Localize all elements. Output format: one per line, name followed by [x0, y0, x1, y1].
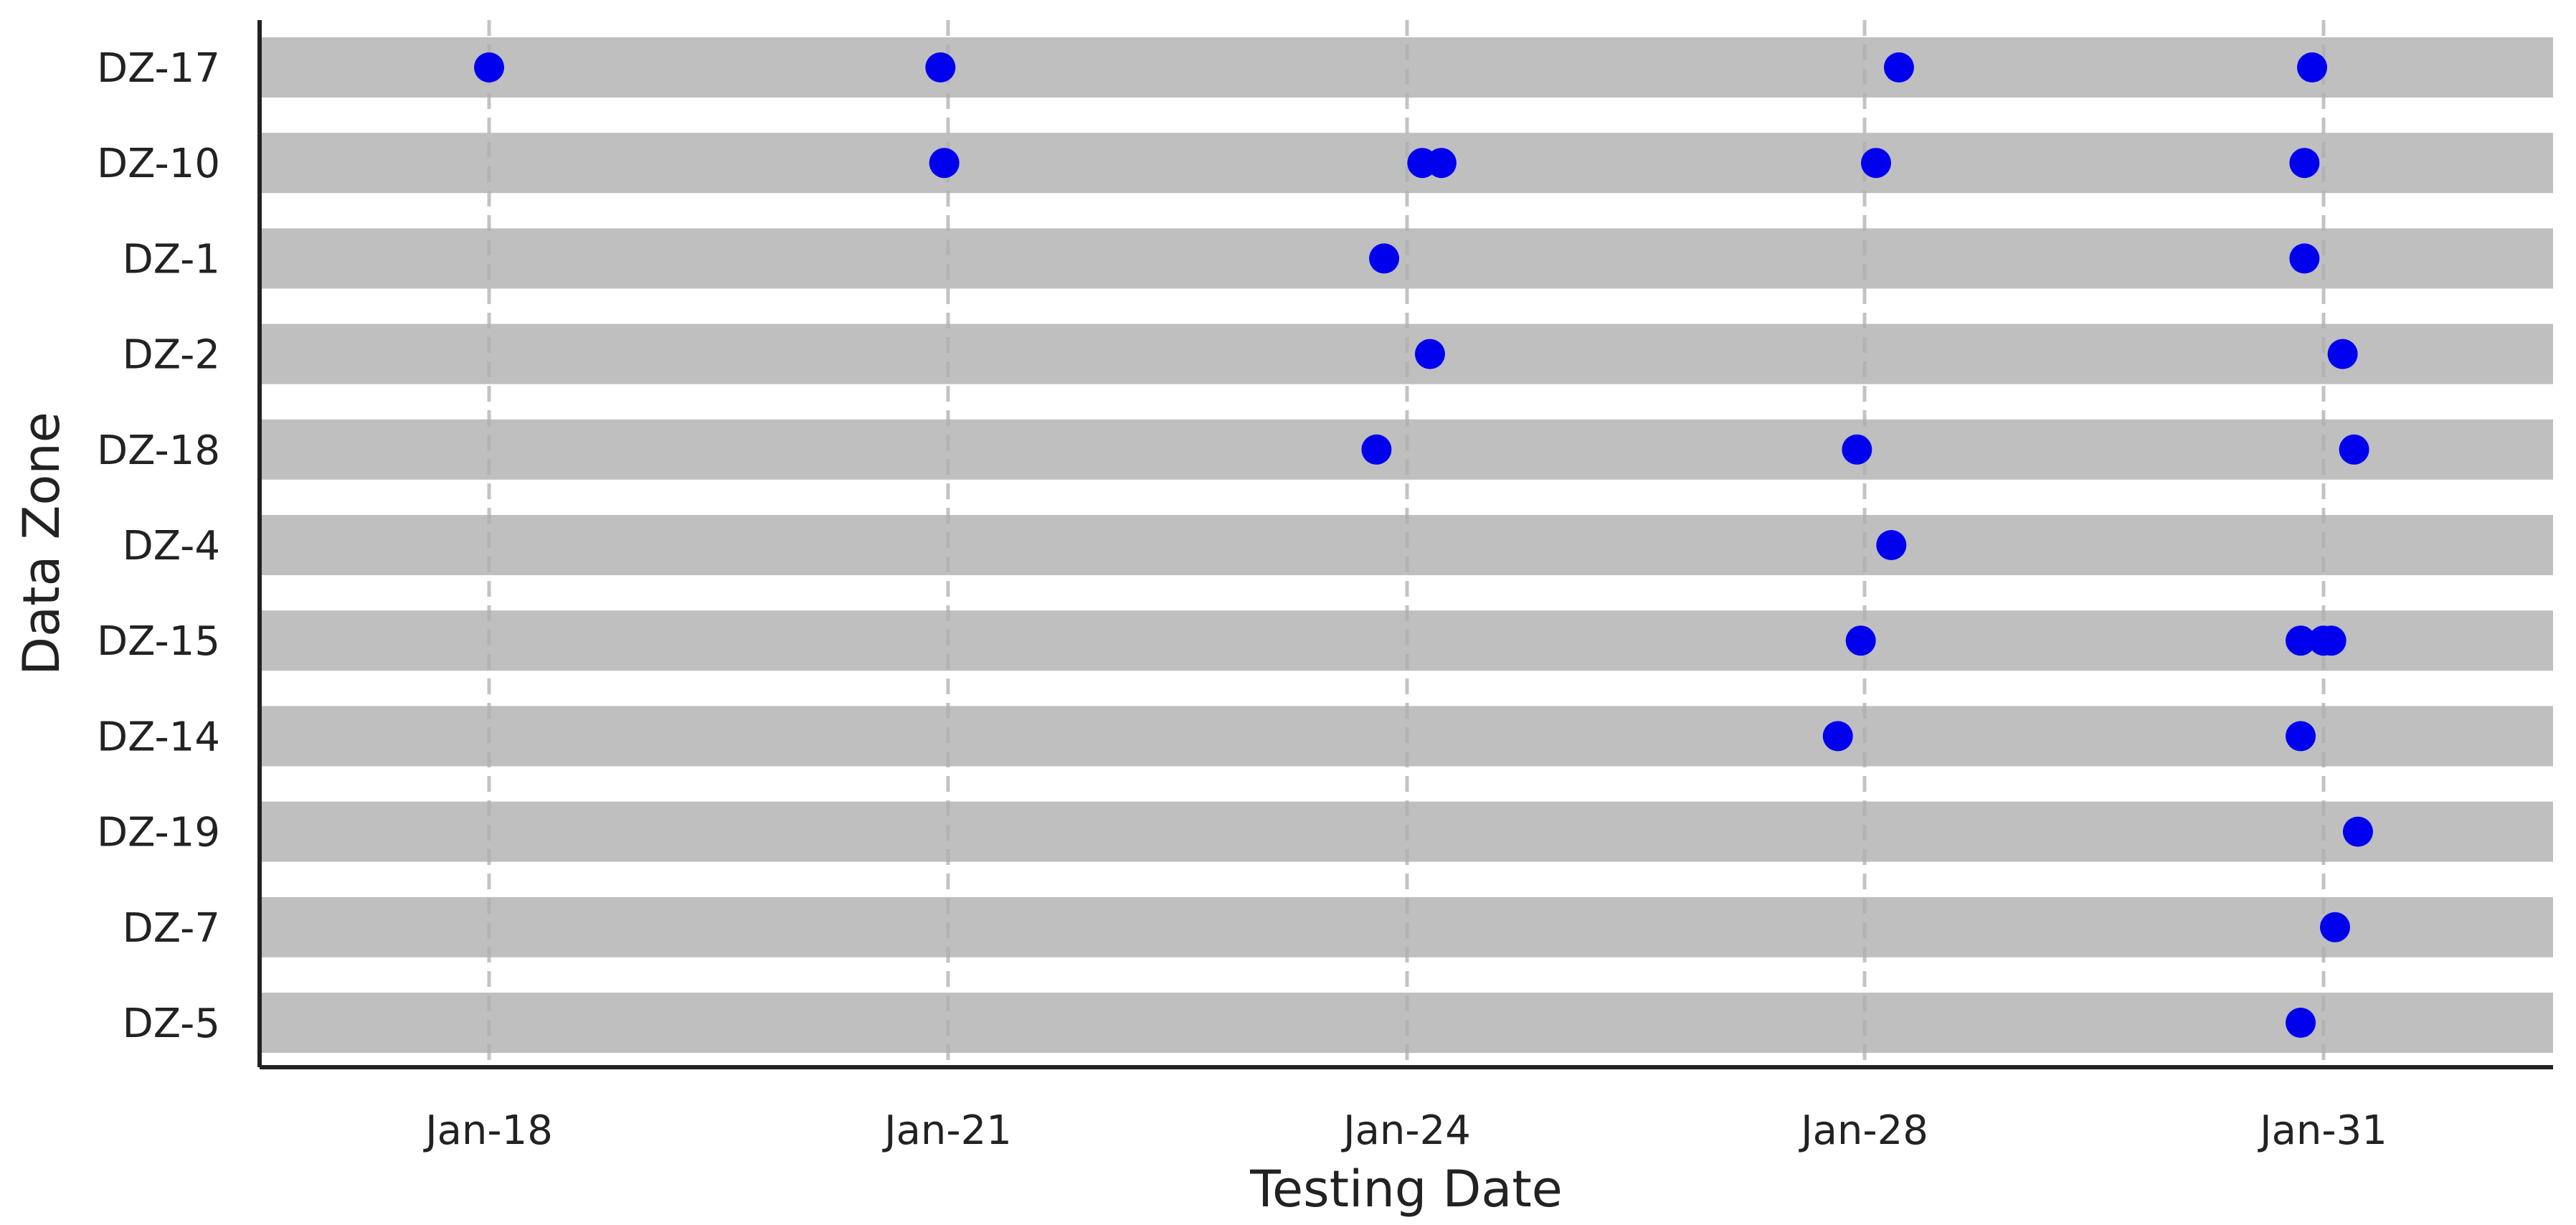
x-axis-title: Testing Date: [1249, 1160, 1563, 1219]
x-tick-label: Jan-18: [423, 1107, 553, 1154]
gridlines: [487, 20, 2326, 1067]
x-tick-label: Jan-31: [2258, 1107, 2387, 1154]
data-point: [1426, 148, 1457, 179]
data-point: [2342, 816, 2373, 847]
y-tick-label: DZ-10: [97, 141, 220, 187]
axes: [257, 20, 2553, 1069]
y-tick-label: DZ-4: [123, 523, 220, 569]
data-point: [2316, 625, 2347, 656]
data-point: [1876, 530, 1907, 560]
y-tick-label: DZ-7: [123, 905, 220, 952]
y-tick-label: DZ-5: [123, 1001, 220, 1047]
data-point: [925, 52, 956, 82]
data-point: [2297, 52, 2328, 82]
data-point: [2289, 243, 2320, 274]
data-point: [2286, 1008, 2316, 1038]
data-point: [2286, 625, 2316, 656]
y-tick-label: DZ-15: [97, 618, 220, 665]
y-tick-label: DZ-18: [97, 427, 220, 474]
data-point: [2286, 721, 2316, 752]
data-point: [1842, 434, 1872, 465]
x-tick-label: Jan-24: [1341, 1107, 1471, 1154]
y-tick-labels: DZ-17 DZ-10 DZ-1 DZ-2 DZ-18 DZ-4 DZ-15 DZ-14 DZ-…: [97, 45, 220, 1047]
data-points: [474, 52, 2373, 1038]
y-tick-label: DZ-14: [97, 714, 220, 760]
y-axis-title: Data Zone: [12, 412, 71, 676]
data-point: [1883, 52, 1914, 82]
data-point: [2339, 434, 2369, 465]
data-point: [929, 148, 960, 179]
y-tick-label: DZ-2: [123, 332, 220, 379]
y-tick-label: DZ-17: [97, 45, 220, 92]
data-point: [1414, 339, 1445, 369]
data-point: [474, 52, 504, 82]
data-point: [1822, 721, 1853, 752]
data-point: [2289, 148, 2320, 179]
data-point: [2327, 339, 2358, 369]
x-tick-labels: Jan-18 Jan-21 Jan-24 Jan-28 Jan-31: [423, 1107, 2387, 1154]
x-tick-label: Jan-28: [1799, 1107, 1928, 1154]
data-point: [1361, 434, 1392, 465]
x-tick-label: Jan-21: [882, 1107, 1012, 1154]
data-point: [1845, 625, 1876, 656]
data-point: [1369, 243, 1400, 274]
zone-band-dz-10: [260, 133, 2553, 194]
data-point: [1860, 148, 1891, 179]
y-tick-label: DZ-19: [97, 810, 220, 856]
y-tick-label: DZ-1: [123, 236, 220, 283]
data-point: [2319, 912, 2350, 942]
